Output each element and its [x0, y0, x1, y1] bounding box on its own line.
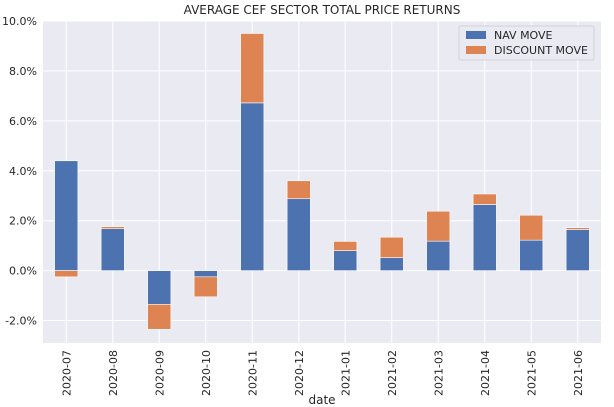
x-tick-label: 2021-01: [339, 350, 352, 396]
bar-discount-move: [565, 227, 590, 230]
bar-nav-move: [240, 102, 265, 271]
bar-nav-move: [54, 160, 79, 271]
x-tick-label: 2020-11: [246, 350, 259, 396]
bar-discount-move: [286, 180, 311, 200]
bar-discount-move: [100, 226, 125, 229]
bar-discount-move: [333, 241, 358, 251]
legend-swatch-nav-move: [466, 31, 486, 39]
x-tick-label: 2021-06: [572, 350, 585, 396]
bar-nav-move: [333, 250, 358, 271]
bar-nav-move: [147, 270, 172, 305]
y-tick-label: 6.0%: [9, 115, 37, 128]
bar-nav-move: [426, 240, 451, 271]
x-tick-label: 2020-10: [200, 350, 213, 396]
y-tick-label: 10.0%: [2, 15, 37, 28]
bar-discount-move: [379, 236, 404, 258]
x-tick-label: 2021-03: [432, 350, 445, 396]
x-tick-label: 2021-04: [479, 350, 492, 396]
y-tick-label: 2.0%: [9, 215, 37, 228]
bar-discount-move: [426, 210, 451, 242]
x-axis: 2020-07 2020-08 2020-09 2020-10 2020-11 2020-…: [60, 350, 585, 396]
plot-background: [43, 21, 601, 343]
bars: [54, 33, 590, 330]
bar-nav-move: [193, 270, 218, 278]
chart-title: AVERAGE CEF SECTOR TOTAL PRICE RETURNS: [184, 3, 461, 17]
y-tick-label: 8.0%: [9, 65, 37, 78]
x-tick-label: 2021-05: [525, 350, 538, 396]
legend-swatch-discount-move: [466, 46, 486, 54]
x-tick-label: 2020-09: [153, 350, 166, 396]
bar-nav-move: [565, 229, 590, 271]
y-tick-label: 0.0%: [9, 265, 37, 278]
bar-nav-move: [379, 257, 404, 271]
x-tick-label: 2020-07: [60, 350, 73, 396]
y-tick-label: -2.0%: [5, 315, 37, 328]
legend: NAV MOVE DISCOUNT MOVE: [458, 25, 595, 61]
bar-nav-move: [286, 198, 311, 271]
legend-label-discount-move: DISCOUNT MOVE: [494, 44, 588, 57]
bar-discount-move: [519, 214, 544, 241]
x-tick-label: 2020-08: [107, 350, 120, 396]
bar-discount-move: [240, 33, 265, 104]
legend-label-nav-move: NAV MOVE: [494, 29, 553, 42]
x-tick-label: 2021-02: [386, 350, 399, 396]
bar-nav-move: [519, 239, 544, 271]
bar-discount-move: [193, 276, 218, 298]
y-axis: -2.0% 0.0% 2.0% 4.0% 6.0% 8.0% 10.0%: [2, 15, 37, 328]
y-tick-label: 4.0%: [9, 165, 37, 178]
bar-discount-move: [54, 270, 79, 278]
bar-discount-move: [472, 193, 497, 205]
bar-nav-move: [472, 204, 497, 271]
legend-box: [458, 25, 595, 61]
bar-discount-move: [147, 304, 172, 330]
x-tick-label: 2020-12: [293, 350, 306, 396]
x-axis-label: date: [308, 393, 335, 407]
bar-nav-move: [100, 228, 125, 271]
